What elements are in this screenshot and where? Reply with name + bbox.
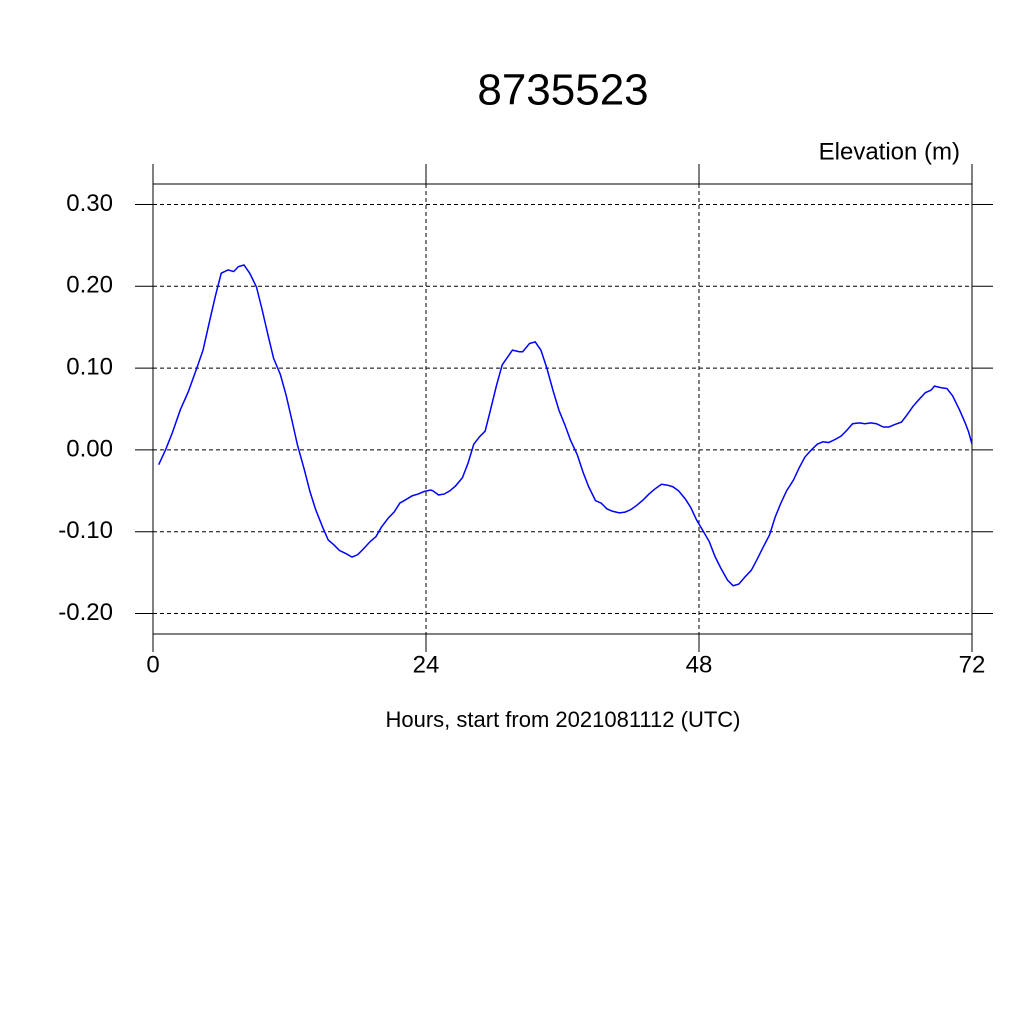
y-tick-label: -0.10 (58, 517, 113, 544)
chart-title: 8735523 (477, 66, 648, 115)
y-tick-label: 0.00 (66, 435, 113, 462)
y-tick-label: 0.20 (66, 272, 113, 299)
y-tick-label: 0.10 (66, 353, 113, 380)
data-line (158, 264, 973, 587)
y-tick-label: -0.20 (58, 599, 113, 626)
plot-frame (152, 183, 973, 635)
x-tick-label: 24 (413, 651, 440, 678)
x-tick-label: 72 (959, 651, 986, 678)
y-axis-label: Elevation (m) (819, 138, 960, 165)
x-tick-label: 48 (686, 651, 713, 678)
x-axis-label: Hours, start from 2021081112 (UTC) (386, 707, 741, 732)
x-tick-label: 0 (146, 651, 159, 678)
y-tick-label: 0.30 (66, 190, 113, 217)
